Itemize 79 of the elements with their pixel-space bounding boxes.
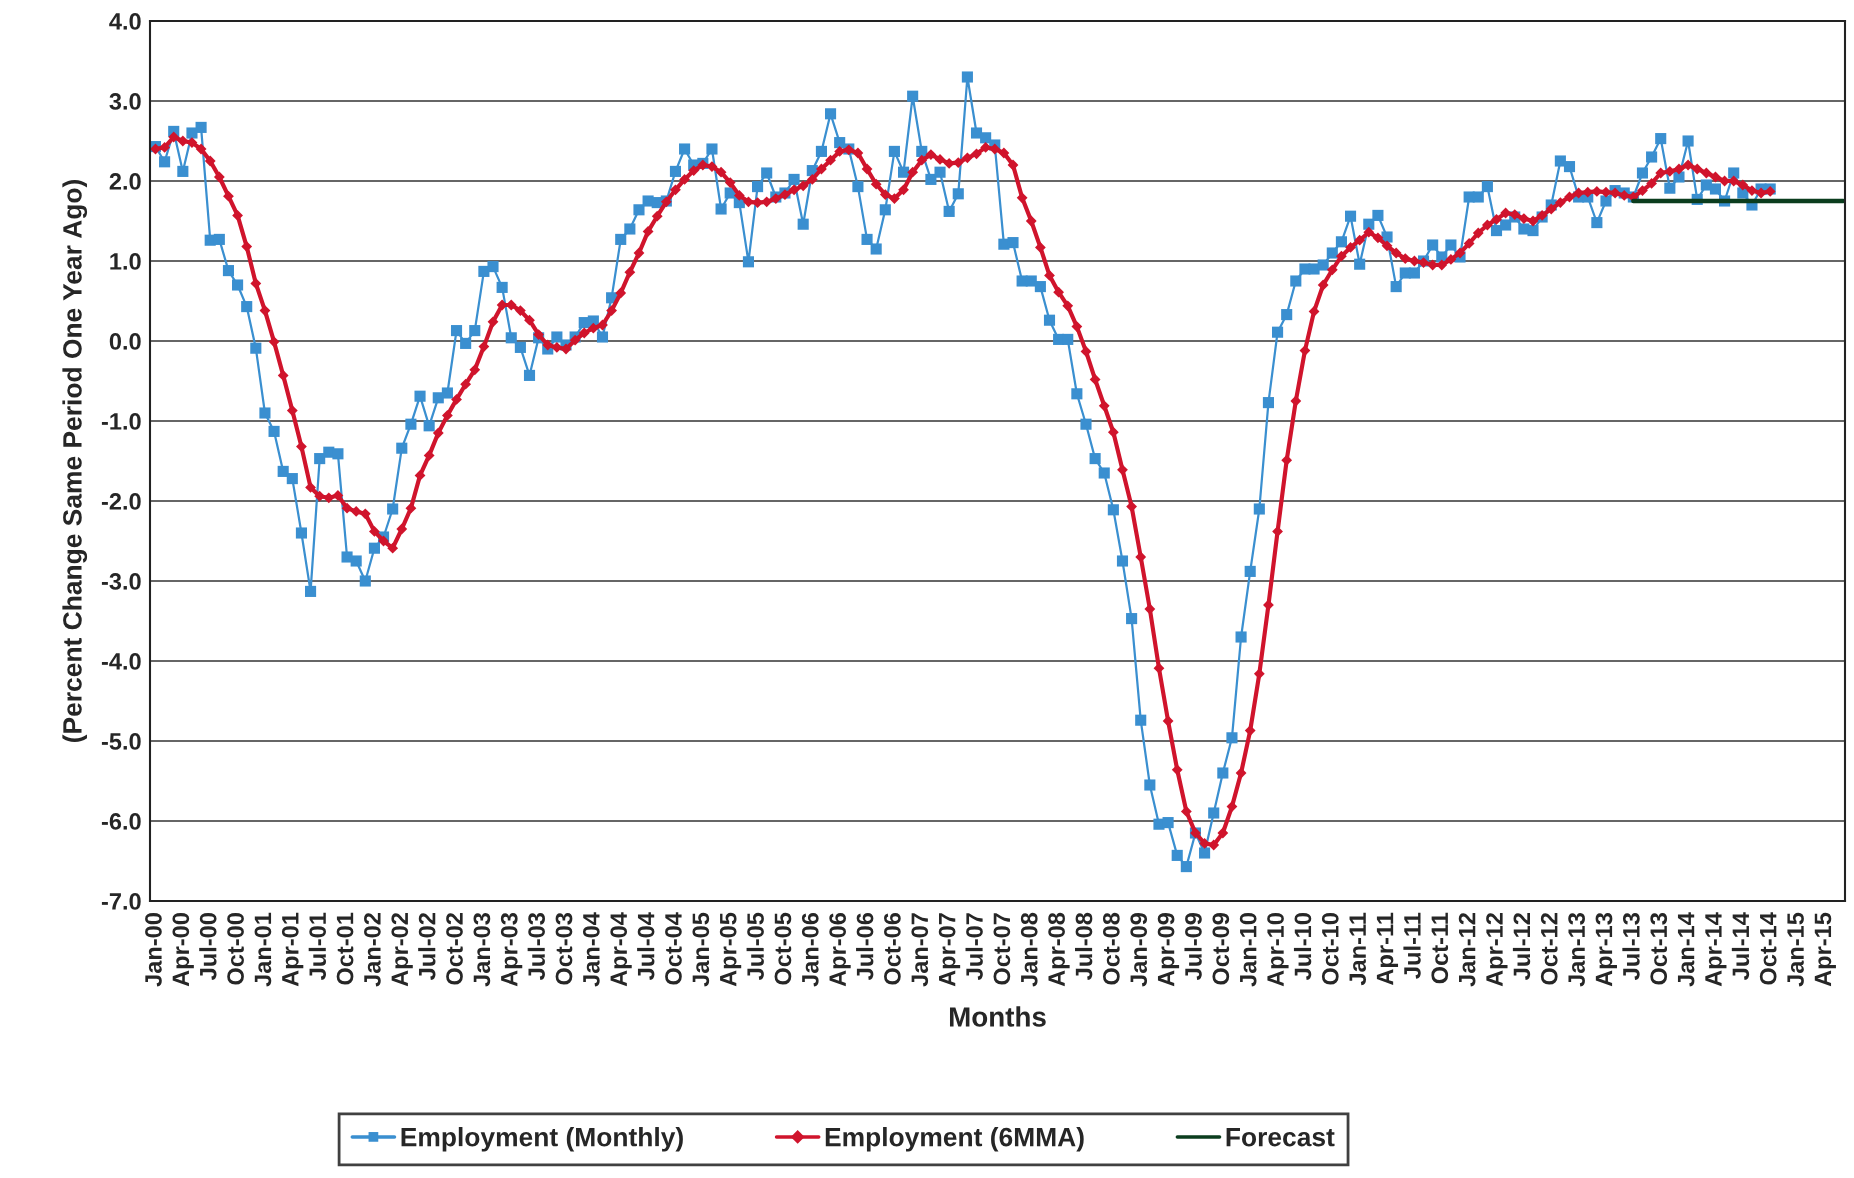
x-tick-label: Jul-04	[637, 912, 655, 980]
x-tick-label: Apr-05	[719, 912, 742, 987]
x-tick-label: Jan-04	[582, 912, 600, 987]
x-tick-label: Jul-08	[1074, 912, 1093, 980]
x-tick-label: Jan-05	[692, 912, 710, 987]
x-tick-label: Apr-13	[1595, 912, 1617, 987]
x-tick-label: Jan-01	[254, 912, 272, 987]
x-tick-label: Oct-09	[1212, 912, 1230, 985]
x-tick-label: Jul-05	[746, 912, 764, 980]
x-tick-label: Jan-03	[473, 912, 491, 987]
x-tick-label: Oct-14	[1759, 912, 1777, 985]
legend-label: Forecast	[1226, 1127, 1335, 1147]
x-tick-label: Oct-01	[336, 912, 354, 985]
y-tick-label: -5.0	[101, 733, 141, 750]
x-tick-label: Apr-06	[829, 912, 851, 987]
y-tick-label: -7.0	[101, 893, 141, 910]
x-tick-label: Apr-14	[1705, 912, 1727, 987]
x-tick-label: Apr-01	[281, 912, 304, 987]
x-tick-label: Apr-02	[391, 913, 413, 987]
x-tick-label: Jul-13	[1622, 912, 1640, 980]
x-tick-label: Jul-03	[527, 912, 545, 980]
x-tick-label: Jan-10	[1239, 913, 1257, 987]
x-tick-label: Jul-07	[965, 913, 983, 980]
x-tick-label: Jan-08	[1020, 912, 1038, 987]
x-tick-label: Apr-04	[610, 912, 632, 987]
x-tick-label: Apr-11	[1376, 912, 1399, 986]
x-tick-label: Jan-09	[1130, 912, 1148, 987]
x-tick-label: Oct-02	[446, 913, 463, 985]
y-tick-label: -1.0	[101, 413, 141, 430]
y-tick-label: 3.0	[109, 93, 141, 110]
x-tick-label: Jan-15	[1787, 912, 1804, 987]
y-tick-label: 2.0	[109, 173, 141, 190]
y-tick-label: 0.0	[109, 333, 141, 350]
x-tick-label: Jul-02	[418, 913, 436, 980]
x-tick-label: Apr-15	[1814, 912, 1836, 987]
x-tick-label: Jan-12	[1458, 913, 1476, 987]
y-tick-label: 4.0	[109, 13, 141, 30]
x-tick-label: Jul-10	[1293, 913, 1312, 980]
x-tick-label: Jul-14	[1731, 912, 1750, 980]
x-tick-label: Oct-10	[1321, 913, 1339, 985]
x-tick-label: Oct-07	[993, 913, 1011, 985]
x-tick-label: Jul-09	[1184, 912, 1202, 980]
x-tick-label: Jan-02	[364, 913, 381, 987]
x-tick-label: Jan-00	[145, 913, 162, 987]
y-tick-label: -4.0	[101, 653, 141, 670]
x-axis-title: Months	[949, 1006, 1046, 1027]
x-tick-label: Jan-11	[1349, 912, 1367, 986]
x-tick-label: Jan-07	[911, 913, 929, 987]
x-tick-label: Oct-05	[774, 912, 792, 985]
y-axis-title: (Percent Change Same Period One Year Ago)	[62, 179, 88, 742]
x-tick-label: Jul-00	[199, 913, 217, 980]
x-tick-label: Oct-11	[1431, 912, 1449, 984]
x-tick-label: Oct-04	[665, 912, 682, 985]
legend-label: Employment (Monthly)	[401, 1127, 683, 1152]
x-tick-label: Oct-00	[227, 913, 244, 985]
x-tick-label: Jan-06	[801, 912, 819, 987]
x-tick-label: Oct-06	[884, 912, 901, 985]
y-tick-label: -3.0	[101, 573, 141, 590]
x-tick-label: Apr-07	[938, 913, 961, 987]
x-tick-label: Oct-12	[1540, 913, 1558, 985]
x-tick-label: Jul-06	[856, 912, 874, 980]
x-tick-label: Oct-13	[1650, 912, 1668, 985]
x-tick-label: Jul-11	[1403, 912, 1421, 979]
y-tick-label: -2.0	[101, 493, 141, 510]
x-tick-label: Jul-12	[1512, 913, 1531, 980]
x-tick-label: Jan-14	[1677, 912, 1695, 987]
x-tick-label: Apr-03	[500, 912, 523, 987]
x-tick-label: Apr-00	[172, 913, 194, 987]
y-tick-label: 1.0	[110, 253, 141, 270]
x-tick-label: Jan-13	[1568, 912, 1585, 987]
x-tick-label: Oct-08	[1102, 912, 1120, 985]
y-tick-label: -6.0	[101, 813, 141, 830]
x-tick-label: Apr-08	[1048, 912, 1070, 987]
x-tick-label: Oct-03	[555, 912, 573, 985]
x-tick-label: Apr-12	[1486, 913, 1508, 987]
x-tick-label: Jul-01	[308, 912, 327, 980]
x-tick-label: Apr-09	[1157, 912, 1180, 987]
legend-label: Employment (6MMA)	[825, 1127, 1084, 1152]
x-tick-label: Apr-10	[1267, 913, 1289, 987]
